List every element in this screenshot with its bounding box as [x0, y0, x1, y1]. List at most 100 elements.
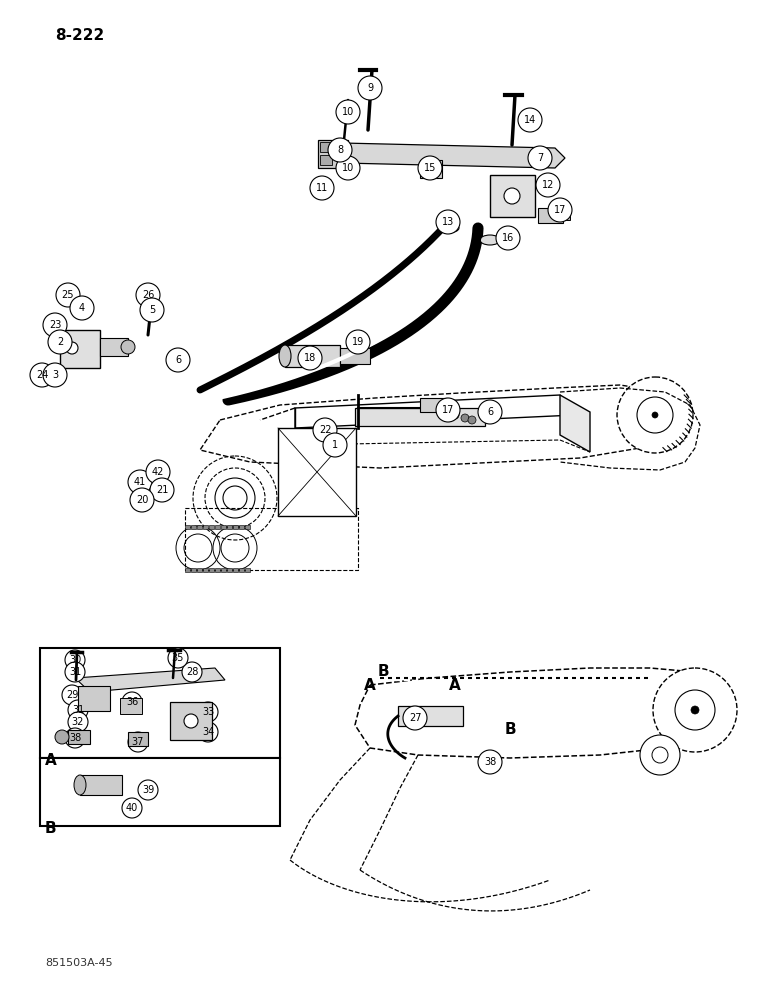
Bar: [197, 568, 202, 572]
Bar: [285, 345, 340, 367]
Circle shape: [198, 702, 218, 722]
Bar: [221, 525, 226, 529]
Text: 39: 39: [142, 785, 154, 795]
Text: 6: 6: [175, 355, 181, 365]
Text: 25: 25: [62, 290, 74, 300]
Circle shape: [346, 330, 370, 354]
Text: 24: 24: [36, 370, 48, 380]
Text: 8-222: 8-222: [55, 28, 105, 43]
Text: 16: 16: [502, 233, 514, 243]
Circle shape: [468, 416, 476, 424]
Bar: [538, 208, 563, 223]
Text: 32: 32: [72, 717, 84, 727]
Text: 13: 13: [442, 217, 454, 227]
Circle shape: [436, 398, 460, 422]
Bar: [239, 525, 244, 529]
Text: 31: 31: [72, 705, 84, 715]
Circle shape: [70, 296, 94, 320]
Circle shape: [166, 348, 190, 372]
Circle shape: [68, 700, 88, 720]
Circle shape: [691, 706, 699, 714]
Circle shape: [313, 418, 337, 442]
Bar: [185, 568, 190, 572]
Circle shape: [328, 138, 352, 162]
Circle shape: [138, 780, 158, 800]
Bar: [203, 568, 208, 572]
Polygon shape: [295, 395, 575, 428]
Bar: [560, 210, 570, 220]
Circle shape: [310, 176, 334, 200]
Text: 28: 28: [186, 667, 198, 677]
Text: 4: 4: [79, 303, 85, 313]
Text: A: A: [45, 753, 57, 768]
Bar: [233, 568, 238, 572]
Bar: [398, 706, 463, 726]
Text: 5: 5: [149, 305, 155, 315]
Bar: [239, 568, 244, 572]
Text: 6: 6: [487, 407, 493, 417]
Circle shape: [140, 298, 164, 322]
Circle shape: [43, 313, 67, 337]
Circle shape: [48, 330, 72, 354]
Circle shape: [640, 735, 680, 775]
Text: A: A: [449, 678, 461, 694]
Text: 851503A-45: 851503A-45: [45, 958, 112, 968]
Circle shape: [323, 433, 347, 457]
Bar: [191, 568, 196, 572]
Text: 21: 21: [156, 485, 168, 495]
Circle shape: [128, 732, 148, 752]
Bar: [40, 758, 280, 826]
Circle shape: [548, 198, 572, 222]
Text: 10: 10: [342, 163, 354, 173]
Text: 37: 37: [132, 737, 144, 747]
Circle shape: [436, 210, 460, 234]
Text: 22: 22: [319, 425, 332, 435]
Text: 40: 40: [126, 803, 138, 813]
Polygon shape: [340, 143, 565, 168]
Bar: [100, 338, 128, 356]
Bar: [245, 525, 250, 529]
Bar: [170, 702, 212, 740]
Circle shape: [298, 346, 322, 370]
Bar: [420, 160, 442, 178]
Circle shape: [652, 412, 658, 418]
Text: 41: 41: [134, 477, 146, 487]
Circle shape: [136, 283, 160, 307]
Bar: [197, 525, 202, 529]
Text: 19: 19: [352, 337, 364, 347]
Text: 27: 27: [409, 713, 421, 723]
Bar: [320, 155, 332, 165]
Circle shape: [403, 706, 427, 730]
Text: 20: 20: [136, 495, 148, 505]
Circle shape: [528, 146, 552, 170]
Text: 10: 10: [342, 107, 354, 117]
Text: 18: 18: [304, 353, 316, 363]
Circle shape: [128, 470, 152, 494]
Bar: [227, 525, 232, 529]
Circle shape: [130, 488, 154, 512]
Circle shape: [441, 408, 449, 416]
Circle shape: [451, 411, 459, 419]
Circle shape: [66, 342, 78, 354]
Bar: [245, 568, 250, 572]
Bar: [40, 648, 280, 758]
Circle shape: [358, 76, 382, 100]
Circle shape: [478, 400, 502, 424]
Text: B: B: [378, 664, 388, 680]
Text: 15: 15: [424, 163, 436, 173]
Bar: [490, 175, 535, 217]
Circle shape: [418, 156, 442, 180]
Circle shape: [536, 173, 560, 197]
Circle shape: [65, 650, 85, 670]
Bar: [318, 140, 348, 168]
Text: 31: 31: [69, 667, 81, 677]
Text: 9: 9: [367, 83, 373, 93]
Circle shape: [198, 722, 218, 742]
Bar: [80, 775, 122, 795]
Circle shape: [478, 750, 502, 774]
Text: 35: 35: [172, 653, 184, 663]
Circle shape: [336, 100, 360, 124]
Circle shape: [653, 668, 737, 752]
Circle shape: [56, 283, 80, 307]
Circle shape: [43, 363, 67, 387]
